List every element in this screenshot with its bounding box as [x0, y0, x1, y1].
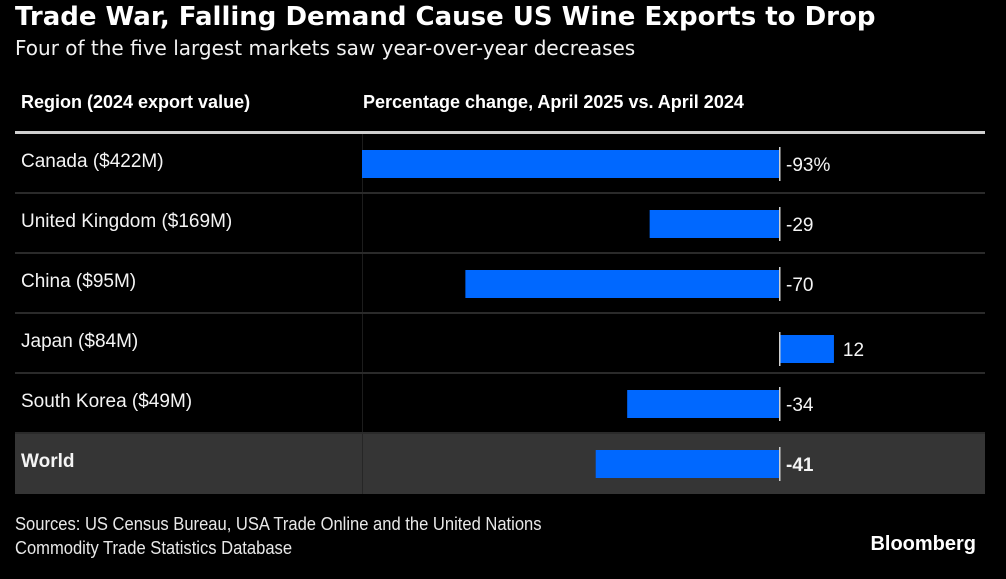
region-column-header: Region (2024 export value) — [21, 92, 251, 112]
data-table: Canada ($422M) -93% United Kingdom ($169M)… — [15, 134, 985, 494]
value-label: -34 — [786, 395, 814, 416]
region-label: Canada ($422M) — [21, 151, 164, 172]
region-label: South Korea ($49M) — [21, 391, 193, 412]
region-label: China ($95M) — [21, 271, 137, 292]
zero-axis — [779, 332, 781, 366]
table-row: China ($95M) -70 — [15, 254, 985, 314]
bloomberg-logo: Bloomberg — [870, 533, 976, 555]
bar-plot: -70 — [465, 267, 813, 301]
value-label: -70 — [786, 275, 813, 296]
bar-plot: -93% — [362, 147, 830, 181]
table-row: South Korea ($49M) -34 — [15, 374, 985, 434]
bar — [780, 335, 834, 363]
chart-title: Trade War, Falling Demand Cause US Wine … — [15, 2, 876, 32]
region-label: United Kingdom ($169M) — [21, 211, 233, 232]
bar — [649, 210, 780, 238]
table-row-world: World -41 — [15, 434, 985, 494]
region-label: World — [21, 451, 75, 472]
bar-plot: -29 — [649, 207, 813, 241]
bar — [627, 390, 780, 418]
source-line-2: Commodity Trade Statistics Database — [15, 538, 293, 558]
zero-axis — [779, 207, 781, 241]
change-column-header: Percentage change, April 2025 vs. April … — [363, 92, 744, 112]
column-divider — [362, 374, 363, 432]
value-label: -93% — [786, 155, 830, 176]
chart-subtitle: Four of the five largest markets saw yea… — [15, 36, 636, 60]
table-row: United Kingdom ($169M) -29 — [15, 194, 985, 254]
source-line-1: Sources: US Census Bureau, USA Trade Onl… — [15, 514, 542, 534]
table-row: Japan ($84M) 12 — [15, 314, 985, 374]
source-note: Sources: US Census Bureau, USA Trade Onl… — [15, 512, 542, 560]
column-divider — [362, 254, 363, 312]
bar-plot: 12 — [779, 332, 864, 366]
column-divider — [362, 434, 363, 494]
bar — [465, 270, 780, 298]
value-label: 12 — [843, 340, 864, 361]
bar — [595, 450, 780, 478]
zero-axis — [779, 447, 781, 481]
header-rule — [15, 131, 985, 134]
column-divider — [362, 194, 363, 252]
value-label: -41 — [786, 455, 814, 476]
zero-axis — [779, 147, 781, 181]
zero-axis — [779, 267, 781, 301]
bar — [362, 150, 780, 178]
value-label: -29 — [786, 215, 813, 236]
bar-plot: -34 — [627, 387, 814, 421]
column-divider — [362, 314, 363, 372]
region-label: Japan ($84M) — [21, 331, 139, 352]
table-row: Canada ($422M) -93% — [15, 134, 985, 194]
zero-axis — [779, 387, 781, 421]
bar-plot: -41 — [595, 447, 814, 481]
